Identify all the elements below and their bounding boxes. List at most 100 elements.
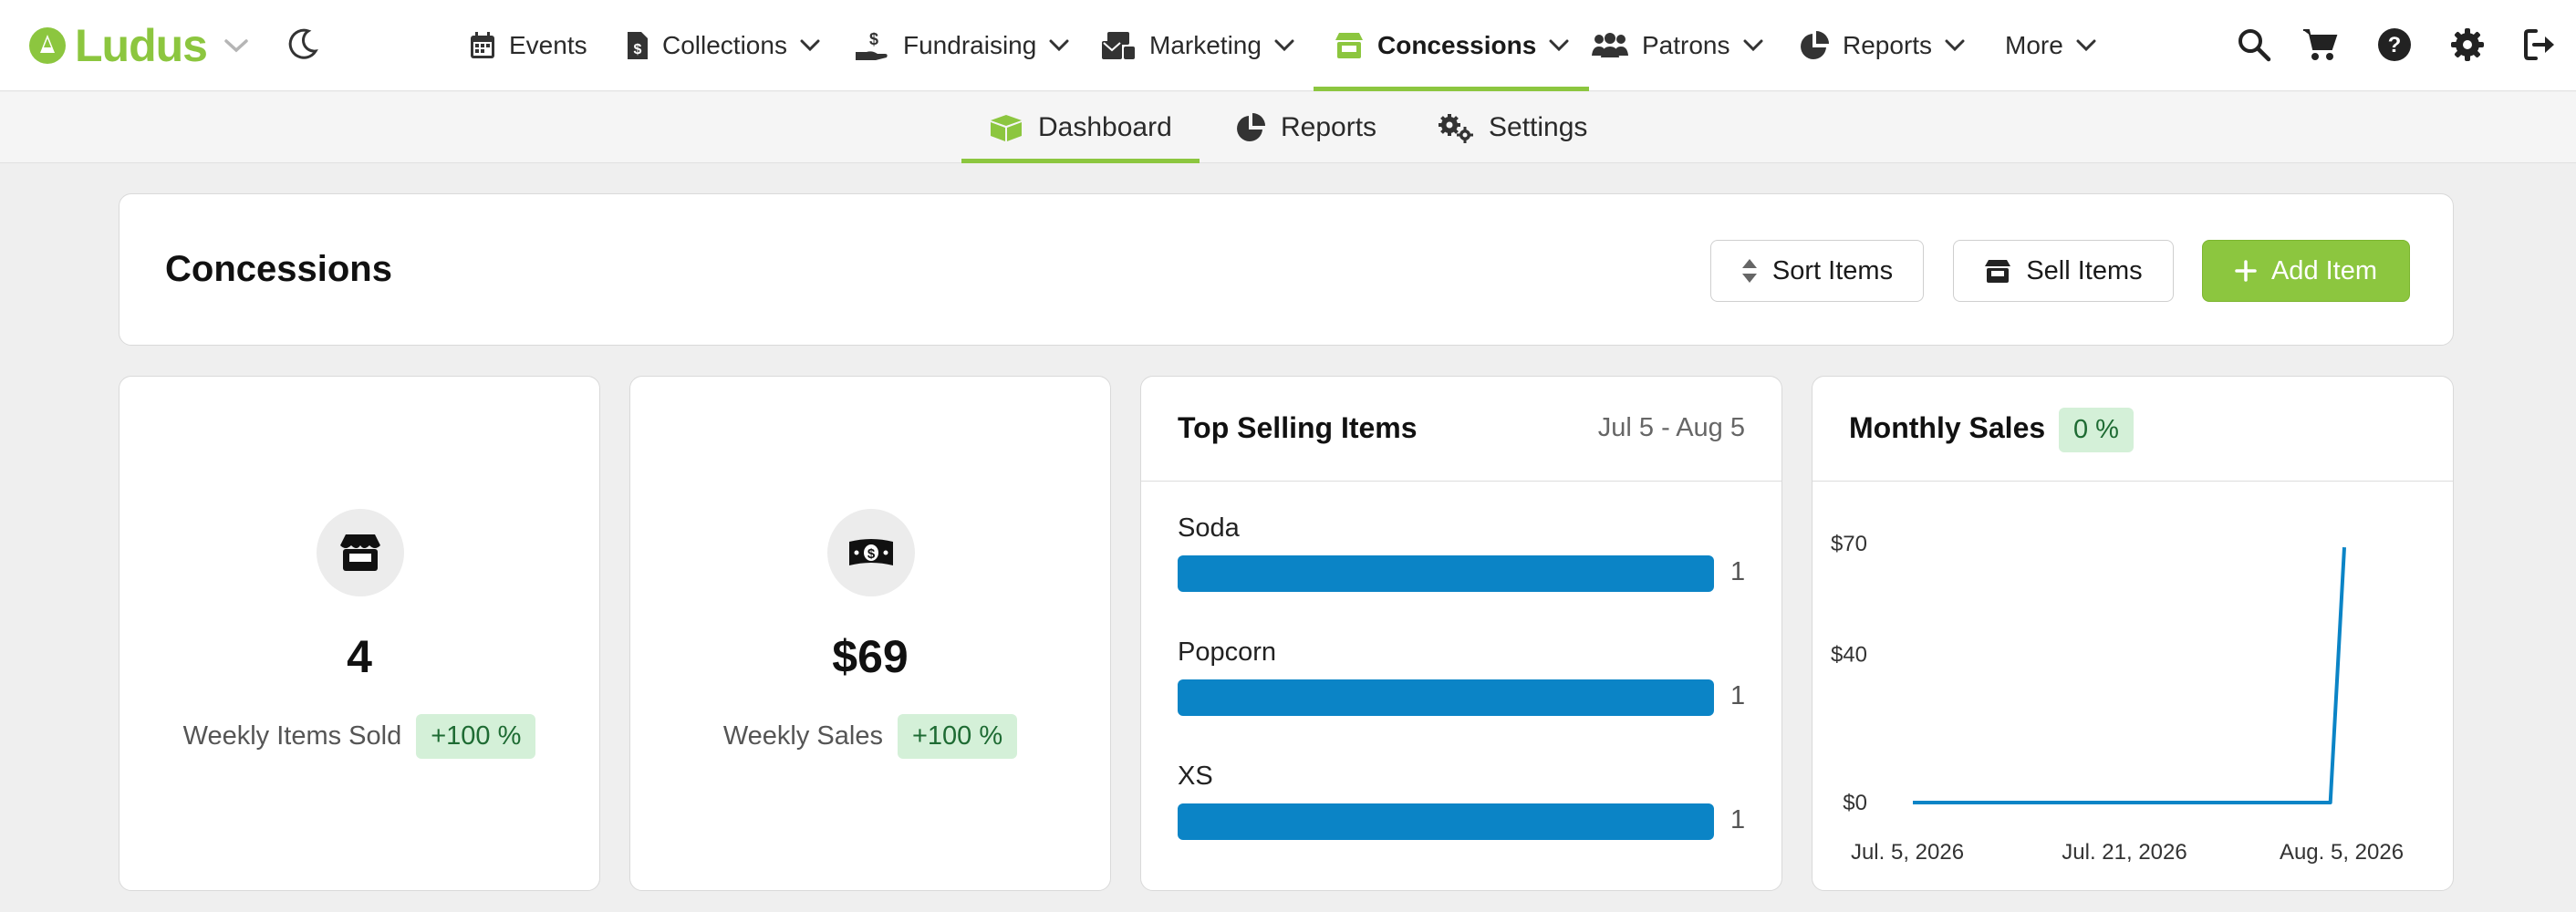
sell-items-label: Sell Items [2026,255,2143,285]
chevron-down-icon [1274,39,1294,52]
top-selling-items-card: Top Selling Items Jul 5 - Aug 5 Soda 1 P… [1140,376,1782,891]
gear-icon[interactable] [2450,27,2485,62]
ludus-logo-icon [29,27,66,64]
chevron-down-icon [1549,39,1569,52]
subnav-item-reports[interactable]: Reports [1235,92,1376,163]
file-dollar-icon: $ [628,32,648,59]
plus-icon [2235,260,2257,282]
sign-out-icon[interactable] [2523,27,2558,62]
svg-text:$: $ [867,546,876,562]
store-icon [1985,260,2011,283]
y-tick-label: $0 [1843,791,1867,815]
x-tick-label: Jul. 5, 2026 [1851,840,1964,865]
money-bill-icon: $ [849,539,893,565]
page-header-card: Concessions Sort Items Sell Items Add It… [119,193,2454,346]
chevron-down-icon [1743,39,1762,52]
box-icon [991,115,1022,141]
monthly-sales-chart: $70 $40 $0 Jul. 5, 2026 Jul. 21, 2026 Au… [1831,532,2404,865]
item-count: 1 [1730,681,1746,710]
sort-items-button[interactable]: Sort Items [1710,240,1924,302]
weekly-items-sold-value: 4 [347,631,372,682]
monthly-sales-title: Monthly Sales [1849,411,2046,444]
nav-item-fundraising[interactable]: $ Fundraising [854,0,1069,91]
calendar-icon [471,32,494,58]
add-item-button[interactable]: Add Item [2202,240,2410,302]
store-icon [340,534,380,571]
item-count: 1 [1730,805,1746,834]
weekly-items-sold-card: 4 Weekly Items Sold +100 % [119,376,600,891]
subnav-item-settings[interactable]: Settings [1438,92,1587,163]
y-tick-label: $40 [1831,643,1867,668]
top-navigation: Ludus Events $ Collections $ Fundrai [0,0,2576,91]
nav-item-label: Fundraising [903,31,1037,59]
change-badge: +100 % [897,714,1018,759]
change-badge: +100 % [416,714,536,759]
help-icon[interactable]: ? [2377,27,2412,62]
nav-item-label: Collections [662,31,787,59]
change-badge: 0 % [2059,408,2134,452]
cart-icon[interactable] [2302,27,2339,62]
date-range-label: Jul 5 - Aug 5 [1597,413,1745,442]
nav-item-concessions[interactable]: Concessions [1313,0,1590,91]
nav-item-label: More [2005,31,2063,59]
pie-chart-icon [1237,113,1265,141]
stat-icon-circle: $ [827,509,915,596]
hand-dollar-icon: $ [856,30,888,60]
nav-item-label: Concessions [1377,31,1537,59]
svg-text:?: ? [2388,33,2402,57]
brand-logo[interactable]: Ludus [27,20,249,71]
sort-items-label: Sort Items [1771,255,1894,285]
nav-item-events[interactable]: Events [469,0,587,91]
search-icon[interactable] [2237,27,2271,62]
mail-bulk-icon [1102,32,1135,59]
item-name: Soda [1178,513,1240,543]
item-count: 1 [1730,557,1746,586]
monthly-sales-card: Monthly Sales 0 % $70 $40 $0 Jul. 5, 202… [1812,376,2454,891]
item-bar [1178,803,1714,840]
weekly-sales-value: $69 [832,631,909,682]
chevron-down-icon [1049,39,1069,52]
nav-item-label: Events [509,31,587,59]
store-icon [1335,33,1363,58]
users-icon [1592,33,1628,57]
chevron-down-icon[interactable] [223,36,249,55]
gears-icon [1439,114,1473,143]
divider [1141,481,1781,482]
stat-footer: Weekly Sales +100 % [630,714,1110,759]
weekly-sales-label: Weekly Sales [722,721,883,751]
top-selling-title: Top Selling Items [1178,411,1418,444]
svg-text:$: $ [869,30,878,48]
chevron-down-icon [800,39,820,52]
nav-item-collections[interactable]: $ Collections [626,0,820,91]
page-title: Concessions [165,249,392,289]
divider [1813,481,2453,482]
nav-item-more[interactable]: More [2005,0,2096,91]
nav-item-label: Marketing [1149,31,1262,59]
stat-icon-circle [317,509,404,596]
item-bar [1178,555,1714,592]
subnav-item-dashboard[interactable]: Dashboard [961,92,1200,163]
brand-name: Ludus [75,20,208,71]
nav-item-label: Patrons [1642,31,1730,59]
sell-items-button[interactable]: Sell Items [1953,240,2174,302]
x-tick-label: Jul. 21, 2026 [2062,840,2186,865]
subnav-item-label: Settings [1489,112,1588,142]
pie-chart-icon [1801,31,1829,59]
item-bar [1178,679,1714,716]
chevron-down-icon [2076,39,2096,52]
weekly-items-sold-label: Weekly Items Sold [182,721,402,751]
chevron-down-icon [1945,39,1965,52]
sort-icon [1741,259,1757,283]
nav-item-patrons[interactable]: Patrons [1591,0,1763,91]
y-tick-label: $70 [1831,532,1867,556]
x-tick-label: Aug. 5, 2026 [2280,840,2404,865]
nav-item-reports[interactable]: Reports [1799,0,1965,91]
add-item-label: Add Item [2270,255,2378,285]
svg-text:$: $ [634,42,642,57]
subnav-item-label: Reports [1281,112,1377,142]
moon-icon[interactable] [285,26,321,62]
sub-navigation: Dashboard Reports Settings [0,92,2576,163]
nav-item-marketing[interactable]: Marketing [1100,0,1294,91]
weekly-sales-card: $ $69 Weekly Sales +100 % [629,376,1111,891]
stat-footer: Weekly Items Sold +100 % [119,714,599,759]
